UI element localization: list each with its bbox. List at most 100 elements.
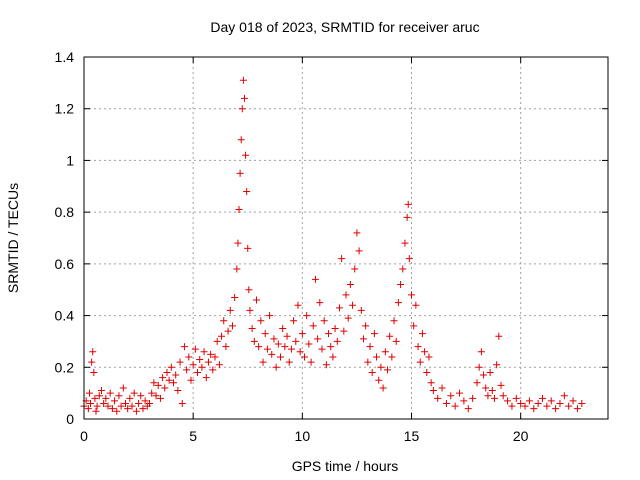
- data-point: [141, 397, 149, 405]
- data-point: [185, 353, 193, 361]
- data-point: [327, 343, 335, 351]
- data-point: [539, 394, 546, 402]
- data-point: [137, 392, 145, 400]
- data-point: [447, 392, 455, 400]
- data-points: [80, 76, 586, 415]
- data-point: [215, 361, 223, 369]
- data-point: [342, 291, 350, 299]
- data-point: [305, 340, 313, 348]
- data-point: [91, 394, 99, 402]
- data-point: [480, 371, 488, 379]
- data-point: [234, 239, 242, 247]
- data-point: [434, 394, 442, 402]
- data-point: [331, 325, 339, 332]
- data-point: [93, 402, 101, 410]
- data-point: [475, 363, 483, 371]
- chart-title: Day 018 of 2023, SRMTID for receiver aru…: [210, 19, 479, 35]
- data-point: [335, 304, 343, 312]
- data-point: [88, 358, 96, 366]
- data-point: [252, 296, 260, 304]
- data-point: [238, 105, 246, 113]
- data-point: [390, 317, 398, 325]
- data-point: [477, 348, 485, 356]
- data-point: [504, 397, 512, 405]
- data-point: [261, 330, 269, 338]
- data-point: [322, 361, 330, 369]
- data-point: [370, 330, 378, 338]
- data-point: [102, 394, 110, 402]
- data-point: [268, 350, 276, 358]
- data-point: [218, 332, 226, 340]
- data-point: [130, 389, 138, 397]
- data-point: [178, 399, 186, 407]
- data-point: [499, 392, 507, 400]
- data-point: [213, 337, 221, 345]
- data-point: [290, 317, 298, 325]
- data-point: [421, 348, 429, 356]
- data-point: [146, 399, 153, 407]
- data-point: [148, 389, 156, 397]
- data-point: [482, 384, 490, 392]
- data-point: [139, 405, 147, 413]
- data-point: [423, 368, 431, 376]
- data-point: [333, 337, 341, 345]
- data-point: [301, 353, 309, 361]
- data-point: [200, 348, 208, 356]
- data-point: [488, 387, 496, 395]
- data-point: [311, 275, 319, 283]
- data-point: [349, 301, 357, 309]
- data-point: [427, 379, 435, 387]
- grid-lines: [84, 57, 608, 419]
- x-tick-label: 15: [404, 428, 420, 444]
- data-point: [104, 402, 112, 410]
- data-point: [351, 265, 359, 273]
- data-point: [211, 353, 219, 361]
- data-point: [303, 312, 311, 320]
- data-point: [292, 337, 300, 345]
- data-point: [174, 387, 182, 395]
- y-tick-label: 0.4: [55, 308, 75, 324]
- data-point: [379, 384, 387, 392]
- data-point: [296, 348, 304, 356]
- y-tick-label: 0.6: [55, 256, 75, 272]
- data-point: [279, 325, 287, 332]
- data-point: [84, 405, 92, 413]
- data-point: [362, 322, 370, 330]
- data-point: [388, 353, 396, 361]
- data-point: [386, 332, 394, 340]
- data-point: [353, 229, 361, 237]
- data-point: [172, 371, 180, 379]
- data-point: [119, 384, 127, 392]
- data-point: [274, 340, 282, 348]
- data-point: [191, 345, 199, 353]
- data-point: [204, 358, 212, 366]
- data-point: [126, 394, 134, 402]
- plot-frame: [83, 56, 609, 420]
- data-point: [405, 255, 413, 263]
- data-point: [490, 394, 498, 402]
- x-tick-label: 10: [295, 428, 311, 444]
- data-point: [250, 337, 258, 345]
- data-point: [508, 402, 516, 410]
- data-point: [573, 405, 581, 413]
- data-point: [257, 317, 265, 325]
- data-point: [266, 312, 274, 320]
- data-point: [355, 247, 363, 255]
- data-point: [226, 306, 234, 314]
- data-point: [235, 206, 243, 214]
- data-point: [521, 402, 529, 410]
- data-point: [244, 244, 252, 252]
- data-point: [263, 345, 271, 353]
- data-point: [357, 306, 365, 314]
- data-point: [368, 368, 376, 376]
- data-point: [196, 356, 204, 364]
- data-point: [150, 379, 158, 387]
- data-point: [451, 402, 459, 410]
- data-point: [156, 394, 164, 402]
- x-axis-title: GPS time / hours: [292, 458, 399, 474]
- data-point: [87, 399, 95, 407]
- y-tick-label: 1.2: [55, 101, 75, 117]
- data-point: [569, 397, 577, 405]
- data-point: [298, 330, 306, 338]
